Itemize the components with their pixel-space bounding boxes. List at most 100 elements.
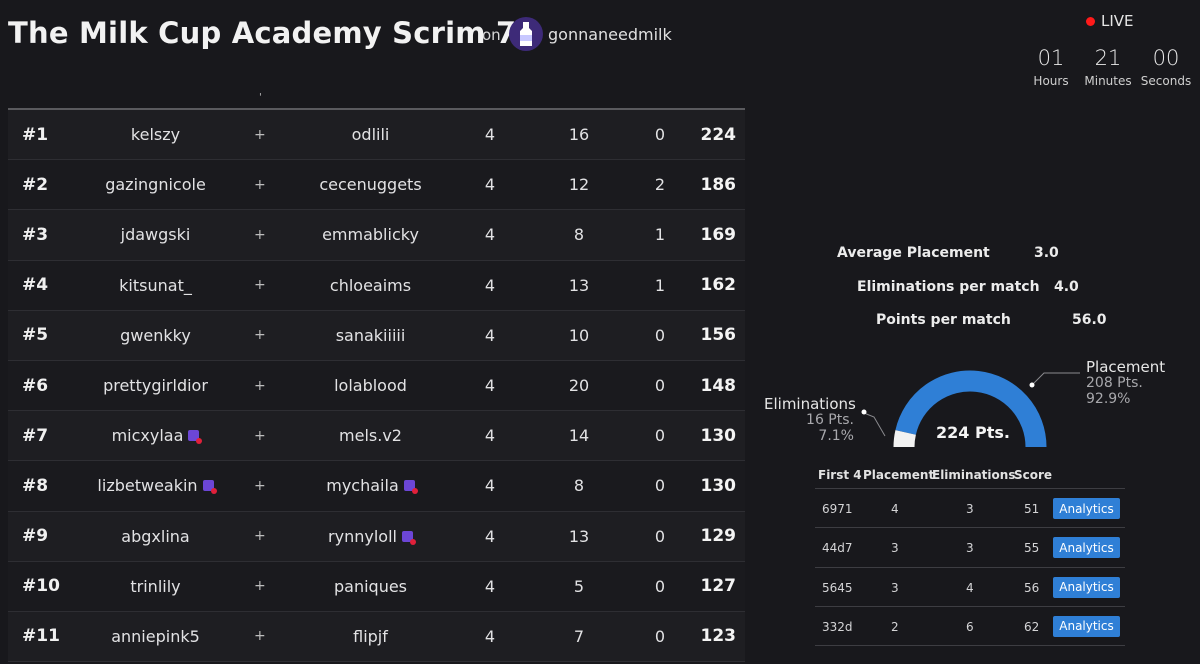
match-id: 5645 — [822, 580, 853, 595]
points-per-match-value: 56.0 — [1072, 312, 1107, 328]
player-two-name[interactable]: cecenuggets — [319, 175, 422, 195]
match-id: 6971 — [822, 502, 853, 516]
match-score: 51 — [1024, 502, 1040, 516]
elims-legend-pct: 7.1% — [818, 428, 854, 444]
placement-legend-pts: 208 Pts. — [1086, 375, 1143, 391]
org-avatar[interactable] — [509, 17, 543, 51]
player-two-name[interactable]: flipjf — [353, 626, 388, 646]
player-two-name[interactable]: emmablicky — [322, 225, 419, 245]
player-two-name[interactable]: paniques — [333, 576, 408, 596]
match-eliminations: 6 — [966, 619, 974, 634]
player-one-name[interactable]: gwenkky — [120, 325, 191, 345]
match-placement: 2 — [891, 619, 899, 634]
player-two: paniques — [293, 577, 448, 596]
elims-leader-dot — [861, 409, 867, 415]
rank: #1 — [22, 124, 49, 145]
matches-rows: 6971 4 3 51 Analytics 44d7 3 3 55 Analytics 5645 3 4… — [815, 489, 1125, 647]
plus-icon: + — [254, 126, 266, 143]
plus-icon: + — [254, 226, 266, 243]
player-two-name[interactable]: sanakiiiii — [335, 325, 406, 345]
matches-played: 4 — [484, 376, 496, 396]
eliminations: 20 — [568, 376, 590, 396]
twitch-live-icon[interactable] — [202, 480, 217, 495]
player-one-name[interactable]: prettygirldior — [103, 376, 208, 396]
table-row: #1 kelszy + odlili 4 16 0 224 — [8, 110, 745, 161]
score: 162 — [700, 275, 737, 296]
eliminations: 7 — [573, 626, 585, 646]
score: 123 — [700, 626, 737, 647]
player-two-name[interactable]: mels.v2 — [339, 426, 402, 446]
player-one-name[interactable]: abgxlina — [121, 526, 190, 546]
score: 169 — [700, 224, 737, 245]
org-name-link[interactable]: gonnaneedmilk — [548, 25, 672, 44]
player-one: lizbetweakin — [78, 476, 233, 495]
player-two: cecenuggets — [293, 175, 448, 194]
matches-played: 4 — [484, 526, 496, 546]
rank: #5 — [22, 325, 49, 346]
player-one-name[interactable]: lizbetweakin — [97, 476, 198, 496]
player-one-name[interactable]: micxylaa — [111, 426, 184, 446]
score: 186 — [700, 174, 737, 195]
player-one-name[interactable]: anniepink5 — [111, 626, 200, 646]
player-two-name[interactable]: odlili — [351, 125, 390, 145]
player-two-name[interactable]: chloeaims — [329, 275, 412, 295]
plus-icon: + — [254, 377, 266, 394]
match-row: 5645 3 4 56 Analytics — [815, 568, 1125, 607]
eliminations: 5 — [573, 576, 585, 596]
gauge-total-label: 224 Pts. — [936, 423, 1010, 442]
player-one: gazingnicole — [78, 175, 233, 194]
analytics-button[interactable]: Analytics — [1053, 537, 1120, 559]
player-one-name[interactable]: trinlily — [130, 576, 181, 596]
player-one: kitsunat_ — [78, 276, 233, 295]
wins: 1 — [654, 225, 666, 245]
player-one: prettygirldior — [78, 376, 233, 395]
player-two-name[interactable]: mychaila — [326, 476, 399, 496]
table-row: #4 kitsunat_ + chloeaims 4 13 1 162 — [8, 260, 745, 311]
points-per-match-label: Points per match — [876, 312, 1011, 328]
plus-icon: + — [254, 277, 266, 294]
player-two-name[interactable]: rynnyloll — [328, 526, 397, 546]
player-one-name[interactable]: kitsunat_ — [119, 275, 192, 295]
milk-bottle-icon — [520, 22, 532, 46]
elims-legend: Eliminations 16 Pts. 7.1% — [764, 396, 856, 444]
wins: 0 — [654, 325, 666, 345]
matches-played: 4 — [484, 275, 496, 295]
wins: 0 — [654, 376, 666, 396]
twitch-live-icon[interactable] — [403, 480, 418, 495]
match-id: 332d — [822, 619, 853, 634]
matches-played: 4 — [484, 125, 496, 145]
player-one-name[interactable]: gazingnicole — [105, 175, 206, 195]
player-two: emmablicky — [293, 225, 448, 244]
matches-played: 4 — [484, 175, 496, 195]
match-placement: 3 — [891, 580, 899, 595]
score: 127 — [700, 576, 737, 597]
player-one-name[interactable]: kelszy — [130, 125, 181, 145]
twitch-live-icon[interactable] — [401, 530, 416, 545]
player-one: kelszy — [78, 125, 233, 144]
placement-legend: Placement 208 Pts. 92.9% — [1086, 359, 1165, 407]
eliminations: 13 — [568, 526, 590, 546]
analytics-button[interactable]: Analytics — [1053, 498, 1120, 519]
header-mark: ' — [259, 92, 262, 103]
page-title: The Milk Cup Academy Scrim 7 — [8, 16, 517, 50]
rank: #9 — [22, 526, 49, 547]
table-row: #2 gazingnicole + cecenuggets 4 12 2 186 — [8, 160, 745, 211]
rank: #8 — [22, 475, 49, 496]
matches-col-first4: First 4 — [818, 468, 862, 482]
analytics-button[interactable]: Analytics — [1053, 615, 1120, 637]
twitch-live-icon[interactable] — [188, 430, 203, 445]
timer-hours-label: Hours — [1033, 74, 1069, 88]
rank: #3 — [22, 224, 49, 245]
eliminations: 16 — [568, 125, 590, 145]
rank: #6 — [22, 375, 49, 396]
analytics-button[interactable]: Analytics — [1053, 576, 1120, 598]
match-score: 55 — [1024, 541, 1040, 556]
placement-leader-dot — [1029, 382, 1035, 388]
score: 224 — [700, 124, 737, 145]
player-two-name[interactable]: lolablood — [334, 376, 407, 396]
match-row: 6971 4 3 51 Analytics — [815, 489, 1125, 529]
placement-legend-pct: 92.9% — [1086, 391, 1131, 407]
player-one-name[interactable]: jdawgski — [120, 225, 191, 245]
plus-icon: + — [254, 327, 266, 344]
score: 148 — [700, 375, 737, 396]
